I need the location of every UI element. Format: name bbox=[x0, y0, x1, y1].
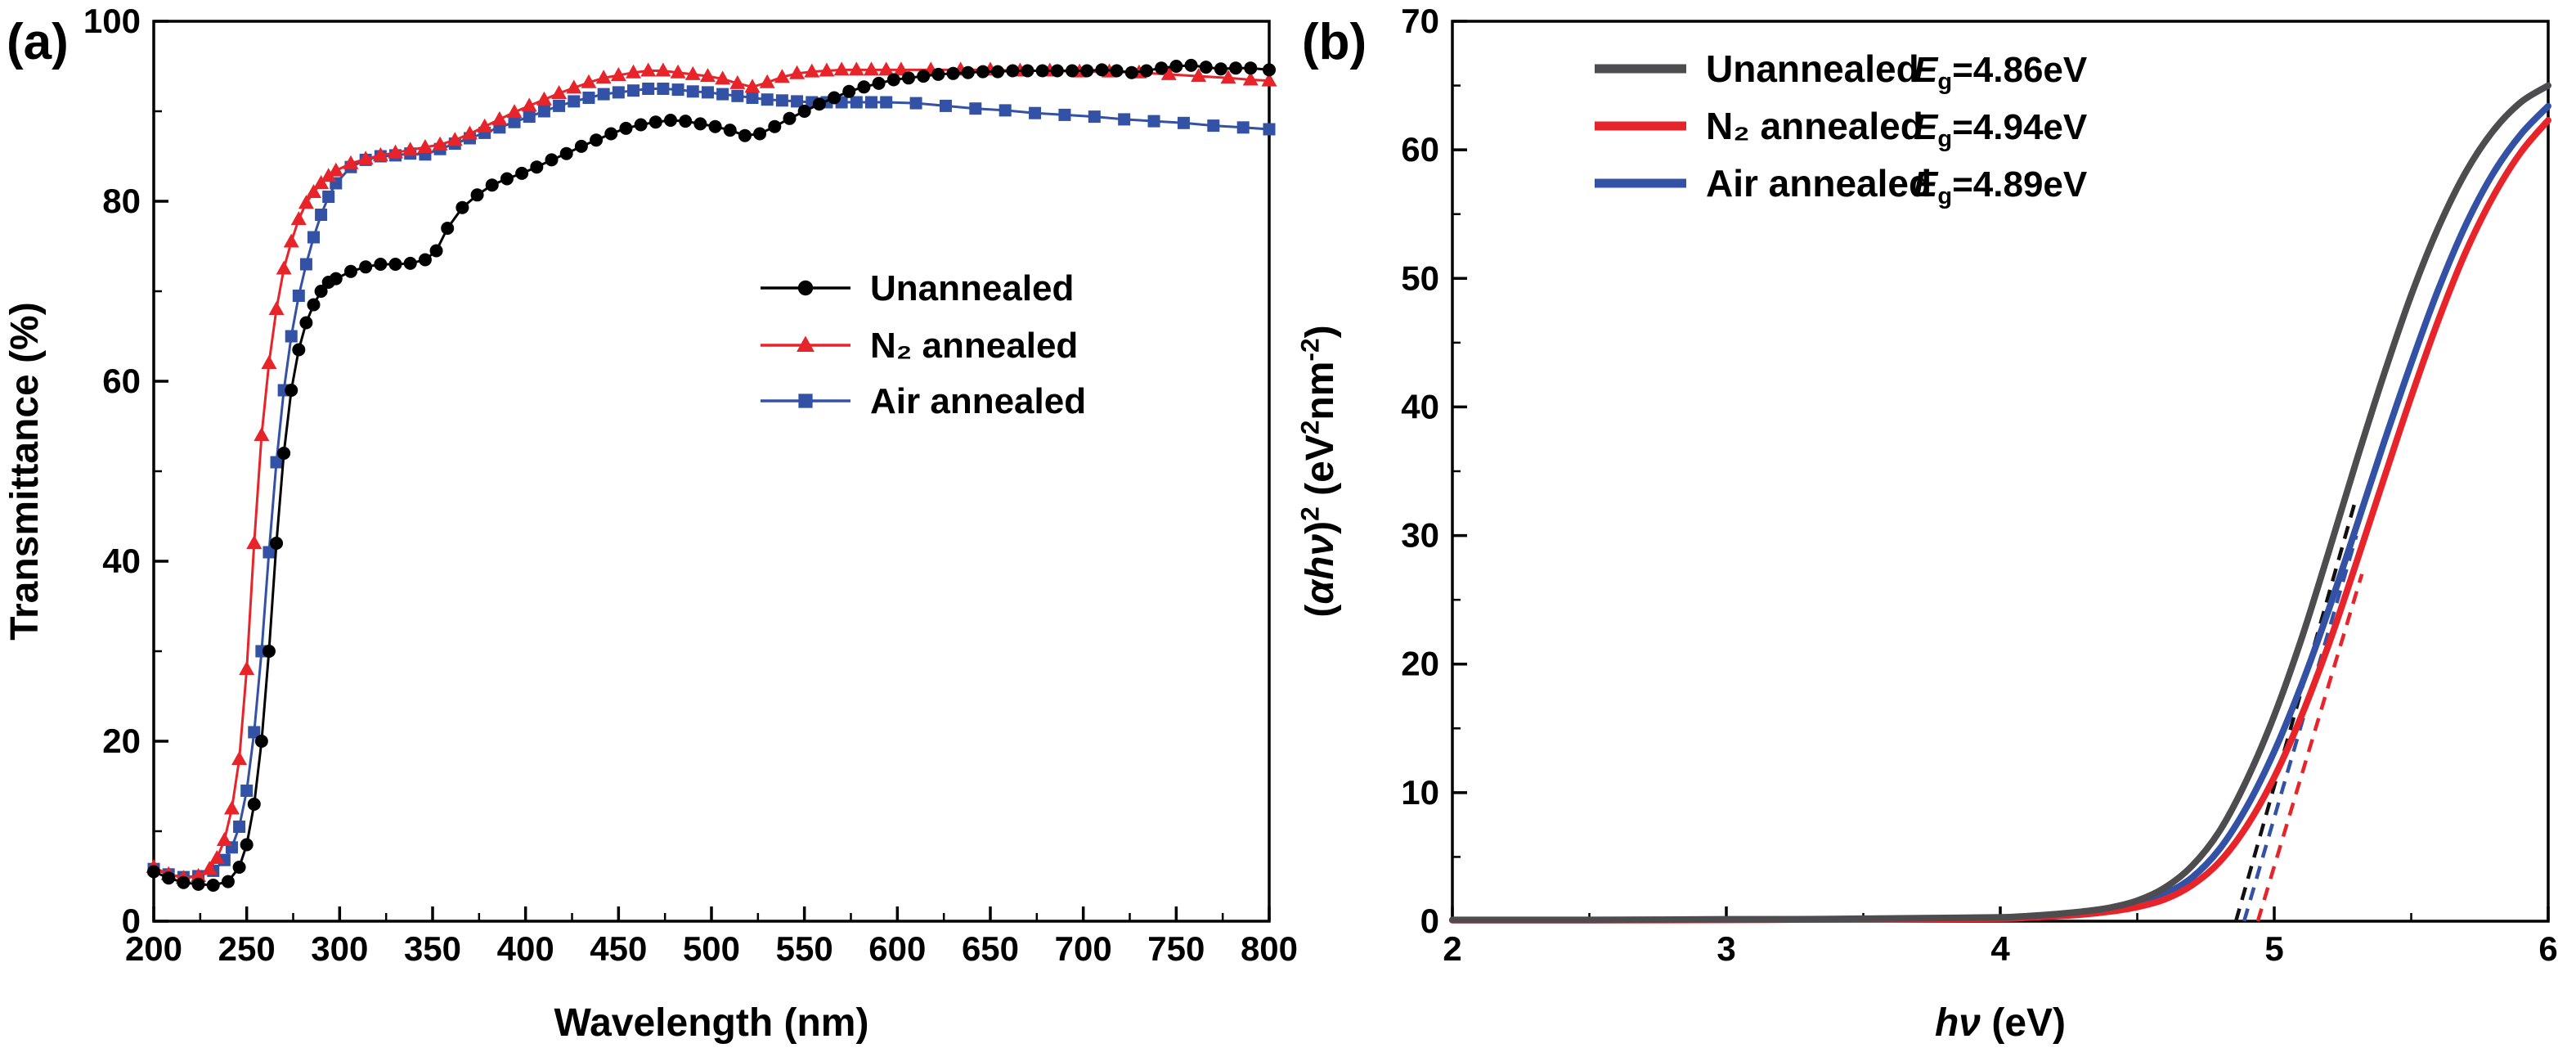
y-tick-labels-a: 0 20 40 60 80 100 bbox=[83, 2, 141, 940]
series-b-2 bbox=[1449, 102, 2551, 924]
legend-label-b-0: Unannealed bbox=[1706, 47, 1919, 90]
svg-text:450: 450 bbox=[590, 929, 647, 968]
x-tick-labels-a: 200 250 300 350 400 450 500 550 600 650 700 750 800 bbox=[125, 929, 1298, 968]
tauc-extrapolation-air bbox=[2242, 534, 2358, 922]
legend-label-a-0: Unannealed bbox=[870, 268, 1074, 308]
svg-text:6: 6 bbox=[2538, 929, 2557, 968]
legend-eg-b-2: Eg=4.89eV bbox=[1914, 164, 2088, 209]
legend-eg-b-1: Eg=4.94eV bbox=[1914, 107, 2088, 152]
legend-a: Unannealed N₂ annealed Air annealed bbox=[761, 268, 1086, 421]
x-tick-labels-b: 2 3 4 5 6 bbox=[1443, 929, 2557, 968]
legend-label-b-2: Air annealed bbox=[1706, 162, 1932, 205]
svg-text:600: 600 bbox=[868, 929, 926, 968]
legend-eg-b-0: Eg=4.86eV bbox=[1914, 50, 2088, 95]
svg-text:40: 40 bbox=[1401, 387, 1439, 425]
legend-label-a-1: N₂ annealed bbox=[870, 326, 1078, 366]
x-axis-label-b: hν (eV) bbox=[1935, 1001, 2066, 1045]
y-tick-labels-b: 0 10 20 30 40 50 60 70 bbox=[1401, 2, 1439, 940]
panel-label-b: (b) bbox=[1302, 14, 1367, 70]
svg-text:50: 50 bbox=[1401, 259, 1439, 297]
svg-text:60: 60 bbox=[1401, 130, 1439, 169]
y-axis-label-b: (αhν)2 (eV2nm-2) bbox=[1295, 325, 1342, 617]
legend-label-b-1: N₂ annealed bbox=[1706, 105, 1923, 147]
svg-text:5: 5 bbox=[2264, 929, 2283, 968]
series-a-0 bbox=[147, 58, 1276, 892]
series-b-0 bbox=[1449, 82, 2551, 924]
svg-text:550: 550 bbox=[776, 929, 833, 968]
tauc-extrapolation-n2 bbox=[2255, 573, 2364, 922]
svg-text:100: 100 bbox=[83, 2, 141, 40]
tauc-extrapolation-unannealed bbox=[2233, 496, 2358, 922]
y-axis-label-a: Transmittance (%) bbox=[3, 302, 47, 640]
panel-a: 200 250 300 350 400 450 500 550 600 650 700 750 8000… bbox=[3, 2, 1298, 1045]
svg-text:3: 3 bbox=[1717, 929, 1735, 968]
svg-text:650: 650 bbox=[962, 929, 1019, 968]
svg-text:250: 250 bbox=[218, 929, 276, 968]
svg-text:20: 20 bbox=[102, 722, 141, 760]
panel-label-a: (a) bbox=[7, 14, 69, 70]
svg-text:20: 20 bbox=[1401, 645, 1439, 683]
svg-text:80: 80 bbox=[102, 182, 141, 220]
svg-text:0: 0 bbox=[122, 902, 141, 940]
x-axis-label-a: Wavelength (nm) bbox=[554, 1001, 869, 1045]
svg-text:10: 10 bbox=[1401, 773, 1439, 812]
svg-text:500: 500 bbox=[683, 929, 740, 968]
svg-text:700: 700 bbox=[1055, 929, 1112, 968]
svg-text:400: 400 bbox=[497, 929, 554, 968]
svg-text:2: 2 bbox=[1443, 929, 1461, 968]
svg-text:4: 4 bbox=[1990, 929, 2010, 968]
series-a-1 bbox=[146, 61, 1277, 884]
svg-text:300: 300 bbox=[311, 929, 368, 968]
svg-text:750: 750 bbox=[1147, 929, 1205, 968]
svg-text:350: 350 bbox=[404, 929, 461, 968]
svg-text:60: 60 bbox=[102, 362, 141, 400]
series-b-1 bbox=[1449, 117, 2551, 924]
svg-text:800: 800 bbox=[1241, 929, 1298, 968]
svg-text:30: 30 bbox=[1401, 516, 1439, 555]
legend-label-a-2: Air annealed bbox=[870, 381, 1086, 421]
plot-frame-a bbox=[152, 20, 1271, 923]
axis-ticks-a bbox=[152, 20, 1271, 923]
svg-text:70: 70 bbox=[1401, 2, 1439, 40]
svg-text:0: 0 bbox=[1420, 902, 1439, 940]
svg-text:200: 200 bbox=[125, 929, 182, 968]
series-a-2 bbox=[147, 83, 1276, 884]
svg-text:40: 40 bbox=[102, 542, 141, 580]
